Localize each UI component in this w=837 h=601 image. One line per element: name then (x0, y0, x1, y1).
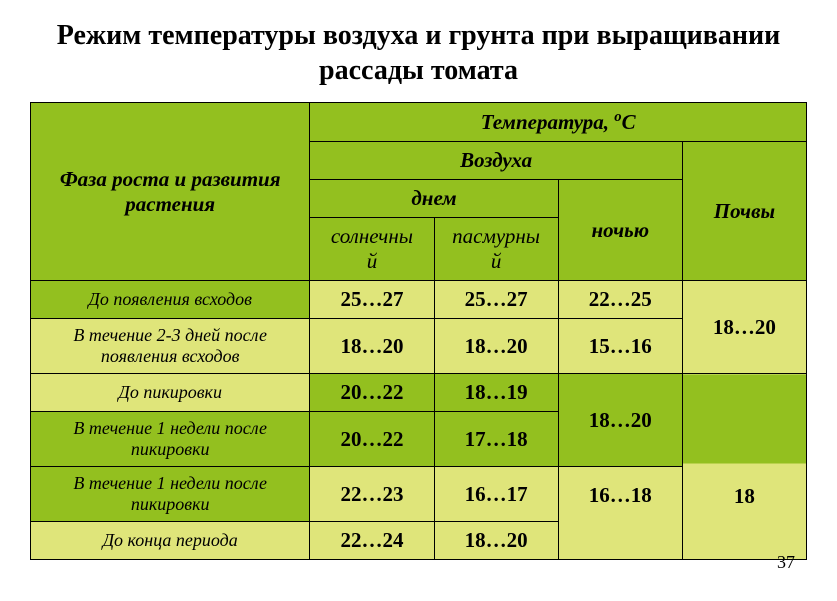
col-temperature: Температура, оС (310, 103, 807, 142)
sunny-part2: й (367, 249, 378, 273)
cell-cloudy: 18…19 (434, 374, 558, 412)
temperature-unit: С (622, 110, 636, 134)
cell-sunny: 20…22 (310, 412, 434, 467)
col-soil: Почвы (682, 142, 806, 281)
night-mid-value: 16…18 (589, 483, 652, 507)
cell-soil-top: 18…20 (682, 281, 806, 374)
soil-bottom-value: 18 (734, 484, 755, 508)
temperature-table: Фаза роста и развития растения Температу… (30, 102, 807, 560)
sunny-part1: солнечны (331, 224, 413, 248)
cell-cloudy: 18…20 (434, 522, 558, 560)
cell-night: 15…16 (558, 319, 682, 374)
col-cloudy: пасмурны й (434, 218, 558, 281)
data-row-0: До появления всходов 25…27 25…27 22…25 1… (31, 281, 807, 319)
data-row-2: До пикировки 20…22 18…19 18…20 18 (31, 374, 807, 412)
col-air: Воздуха (310, 142, 682, 180)
cell-night: 22…25 (558, 281, 682, 319)
cell-cloudy: 25…27 (434, 281, 558, 319)
col-sunny: солнечны й (310, 218, 434, 281)
cell-cloudy: 16…17 (434, 467, 558, 522)
cloudy-part1: пасмурны (452, 224, 540, 248)
cloudy-part2: й (491, 249, 502, 273)
cell-sunny: 25…27 (310, 281, 434, 319)
cell-cloudy: 18…20 (434, 319, 558, 374)
row-label: В течение 1 недели после пикировки (31, 412, 310, 467)
cell-sunny: 22…24 (310, 522, 434, 560)
col-day: днем (310, 180, 558, 218)
row-label: До пикировки (31, 374, 310, 412)
slide-title: Режим температуры воздуха и грунта при в… (30, 18, 807, 88)
row-label: До появления всходов (31, 281, 310, 319)
row-label: До конца периода (31, 522, 310, 560)
header-row-1: Фаза роста и развития растения Температу… (31, 103, 807, 142)
cell-sunny: 20…22 (310, 374, 434, 412)
col-phase: Фаза роста и развития растения (31, 103, 310, 281)
cell-sunny: 18…20 (310, 319, 434, 374)
temperature-label: Температура, (481, 110, 615, 134)
cell-soil-bottom: 18 (682, 374, 806, 560)
cell-night-mid: 16…18 (558, 467, 682, 560)
col-night: ночью (558, 180, 682, 281)
row-label: В течение 2-3 дней после появления всход… (31, 319, 310, 374)
temperature-sup: о (614, 109, 621, 125)
page-number: 37 (777, 552, 795, 573)
cell-cloudy: 17…18 (434, 412, 558, 467)
cell-night-merged: 18…20 (558, 374, 682, 467)
cell-sunny: 22…23 (310, 467, 434, 522)
row-label: В течение 1 недели после пикировки (31, 467, 310, 522)
